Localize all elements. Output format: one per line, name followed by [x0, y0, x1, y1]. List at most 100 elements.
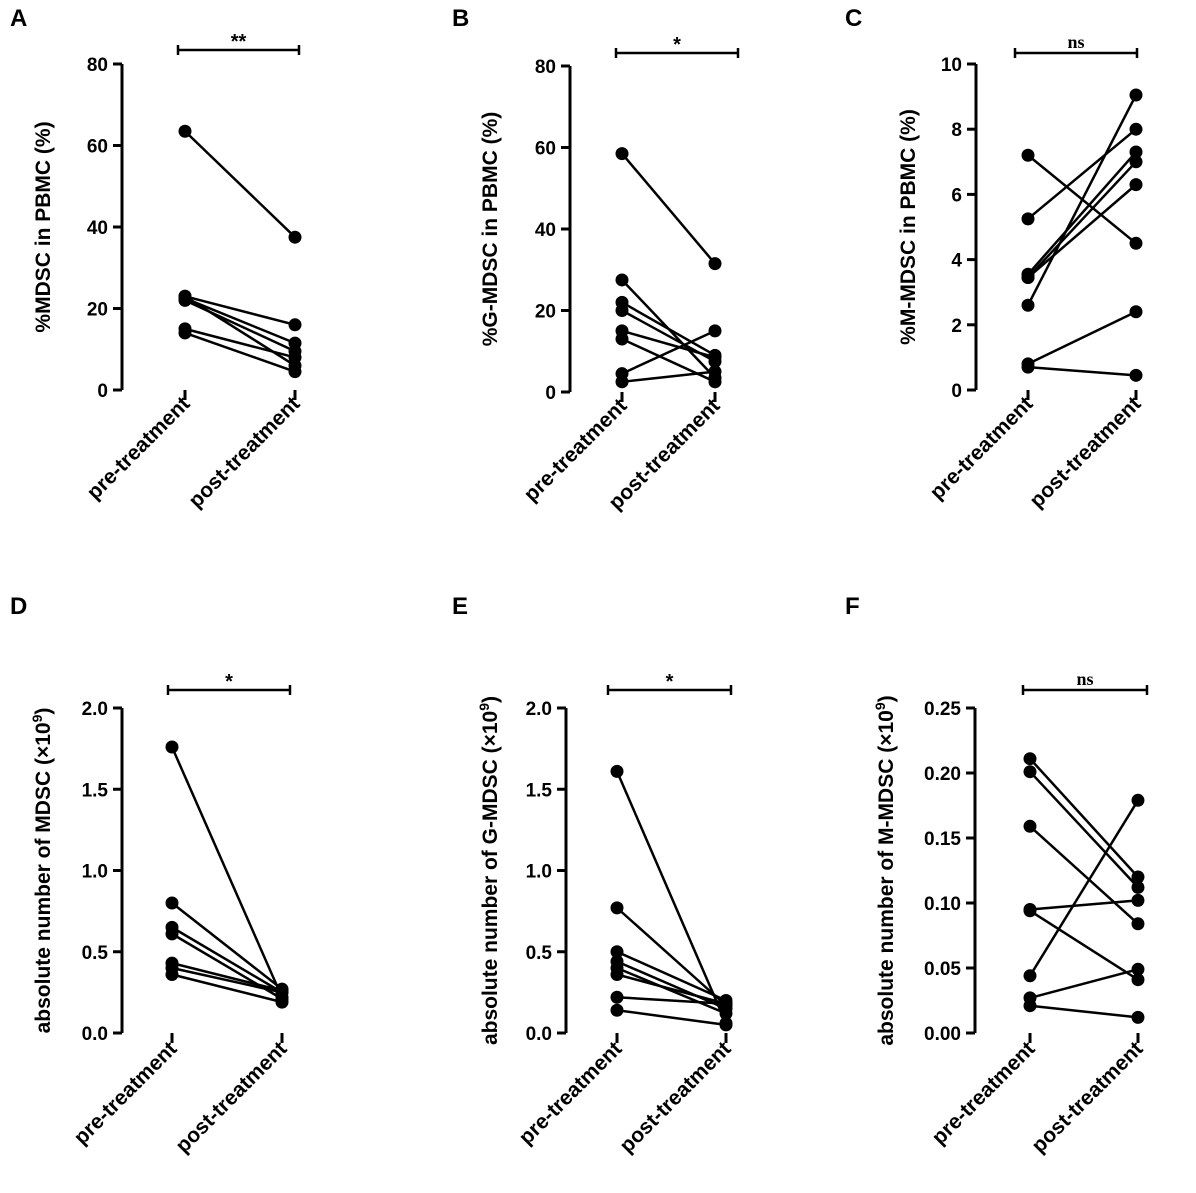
series-line [1026, 94, 1138, 306]
data-point-pre [165, 740, 179, 754]
y-tick-label: 80 [87, 55, 108, 76]
series-line [621, 370, 716, 384]
x-tick-label: post-treatment [615, 1037, 735, 1157]
data-point-post [1129, 368, 1143, 382]
data-point-pre [178, 326, 192, 340]
data-point-pre [165, 968, 179, 981]
y-tick-label: 2.0 [526, 699, 552, 720]
panel-c: C 0 2 4 6 8 10 %M-MDSC in PBMC (%) pre-treatment… [845, 5, 1146, 512]
y-tick-label: 40 [87, 218, 108, 239]
x-tick-label: pre-treatment [83, 392, 195, 504]
data-point-pre [610, 990, 624, 1004]
y-tick-label: 1.0 [82, 862, 108, 883]
series-8 [615, 365, 722, 389]
series-8 [1023, 999, 1145, 1024]
series-line [1029, 909, 1139, 981]
series-line [1027, 365, 1137, 377]
data-point-pre [610, 901, 624, 915]
series-5 [1021, 88, 1143, 312]
series-line [1029, 1004, 1139, 1019]
panel-f: F 0.00 0.05 0.10 0.15 0.20 0.25 absolute number… [845, 593, 1149, 1157]
significance-label: ** [231, 31, 247, 53]
x-tick-label: post-treatment [1025, 392, 1145, 512]
series-5 [1023, 904, 1145, 987]
data-point-post [1129, 122, 1143, 136]
series-7 [178, 326, 302, 379]
series-line [621, 152, 716, 265]
series-line [615, 770, 728, 1024]
panel-label: C [845, 5, 862, 32]
series-line [621, 337, 716, 383]
series-line [621, 329, 716, 359]
y-axis-label: %MDSC in PBMC (%) [32, 121, 55, 332]
data-point-pre [615, 147, 629, 161]
series-line [616, 996, 727, 1005]
series-7 [165, 968, 289, 1009]
y-tick-label: 0.5 [526, 943, 553, 964]
panel-label: F [845, 593, 860, 620]
significance-label: ns [1067, 32, 1084, 52]
data-point-pre [615, 273, 629, 287]
significance-label: ns [1076, 669, 1093, 689]
series-line [184, 331, 296, 373]
series-line [616, 973, 727, 1005]
series-line [616, 960, 727, 1010]
series-line [170, 746, 284, 998]
y-tick-label: 1.5 [526, 780, 553, 801]
series-line [1029, 770, 1139, 889]
data-point-pre [1021, 298, 1035, 312]
y-tick-label: 1.5 [82, 780, 109, 801]
data-point-post [288, 318, 302, 332]
data-point-pre [1021, 360, 1035, 374]
data-point-pre [1021, 148, 1035, 162]
data-point-post [1129, 305, 1143, 319]
series-line [1027, 151, 1137, 276]
significance-label: * [673, 34, 681, 56]
data-point-pre [165, 927, 179, 941]
series-line [1027, 310, 1137, 366]
series-line [616, 1009, 727, 1027]
series-1 [178, 124, 302, 244]
data-point-post [1129, 88, 1143, 102]
data-point-pre [610, 764, 624, 778]
series-2 [1021, 122, 1143, 226]
data-point-post [275, 985, 289, 999]
series-line [184, 327, 296, 359]
y-tick-label: 2.0 [82, 699, 108, 720]
data-point-pre [1021, 212, 1035, 226]
data-point-post [708, 324, 722, 338]
data-point-pre [165, 896, 179, 910]
series-line [621, 301, 716, 357]
data-point-post [1131, 870, 1145, 884]
data-point-pre [1023, 969, 1037, 983]
series-7 [1021, 360, 1143, 382]
series-line [171, 961, 283, 992]
series-6 [615, 332, 722, 389]
data-point-post [708, 350, 722, 364]
series-6 [1021, 305, 1143, 371]
y-tick-label: 0.00 [924, 1024, 961, 1045]
data-point-pre [610, 968, 624, 981]
y-tick-label: 4 [951, 251, 962, 272]
y-axis-label: absolute number of G-MDSC (×109) [476, 696, 502, 1045]
series-2 [1023, 765, 1145, 894]
series-line [616, 906, 727, 1007]
series-6 [1023, 793, 1145, 983]
y-tick-label: 6 [951, 185, 962, 206]
data-point-post [1131, 1010, 1145, 1024]
series-line [1027, 128, 1137, 220]
panel-label: E [452, 593, 468, 620]
series-line [171, 926, 283, 994]
panel-label: B [452, 5, 469, 32]
y-tick-label: 2 [951, 316, 962, 337]
data-point-pre [615, 375, 629, 389]
y-tick-label: 80 [535, 57, 556, 78]
y-tick-label: 0.0 [526, 1024, 552, 1045]
series-line [171, 902, 283, 991]
y-tick-label: 0.25 [924, 699, 961, 720]
y-tick-label: 0 [951, 381, 962, 402]
data-point-pre [615, 332, 629, 346]
series-8 [610, 1003, 733, 1032]
